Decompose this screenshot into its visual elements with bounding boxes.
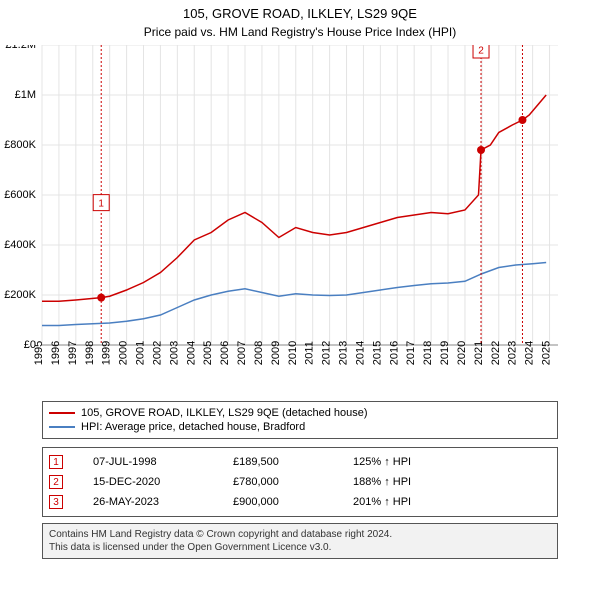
svg-text:2013: 2013 bbox=[338, 341, 350, 365]
svg-text:2010: 2010 bbox=[287, 341, 299, 365]
sale-marker-badge: 3 bbox=[49, 495, 63, 509]
svg-text:£200K: £200K bbox=[4, 289, 36, 301]
svg-text:2018: 2018 bbox=[422, 341, 434, 365]
svg-text:2006: 2006 bbox=[219, 341, 231, 365]
sale-hpi: 125% ↑ HPI bbox=[353, 456, 551, 468]
sale-marker-badge: 1 bbox=[49, 455, 63, 469]
sale-date: 07-JUL-1998 bbox=[93, 456, 233, 468]
legend-label: HPI: Average price, detached house, Brad… bbox=[81, 421, 305, 433]
sale-date: 26-MAY-2023 bbox=[93, 496, 233, 508]
legend-swatch bbox=[49, 426, 75, 428]
svg-text:£600K: £600K bbox=[4, 189, 36, 201]
svg-text:2: 2 bbox=[478, 46, 484, 57]
svg-text:2002: 2002 bbox=[151, 341, 163, 365]
legend-swatch bbox=[49, 412, 75, 414]
svg-text:2012: 2012 bbox=[321, 341, 333, 365]
svg-text:£1.2M: £1.2M bbox=[5, 45, 36, 51]
sale-price: £189,500 bbox=[233, 456, 353, 468]
attribution-line1: Contains HM Land Registry data © Crown c… bbox=[49, 528, 551, 541]
sale-row: 3 26-MAY-2023£900,000201% ↑ HPI bbox=[43, 492, 557, 512]
sale-hpi: 188% ↑ HPI bbox=[353, 476, 551, 488]
svg-text:1: 1 bbox=[98, 198, 104, 209]
svg-text:2020: 2020 bbox=[456, 341, 468, 365]
svg-text:1997: 1997 bbox=[67, 341, 79, 365]
svg-text:1998: 1998 bbox=[84, 341, 96, 365]
svg-text:2016: 2016 bbox=[388, 341, 400, 365]
svg-text:2003: 2003 bbox=[168, 341, 180, 365]
svg-text:2009: 2009 bbox=[270, 341, 282, 365]
attribution-line2: This data is licensed under the Open Gov… bbox=[49, 541, 551, 554]
svg-text:2022: 2022 bbox=[490, 341, 502, 365]
legend-label: 105, GROVE ROAD, ILKLEY, LS29 9QE (detac… bbox=[81, 407, 368, 419]
svg-text:£1M: £1M bbox=[15, 89, 36, 101]
sale-price: £780,000 bbox=[233, 476, 353, 488]
sale-row: 1 07-JUL-1998£189,500125% ↑ HPI bbox=[43, 452, 557, 472]
sales-table: 1 07-JUL-1998£189,500125% ↑ HPI 2 15-DEC-20… bbox=[42, 447, 558, 517]
sale-date: 15-DEC-2020 bbox=[93, 476, 233, 488]
svg-text:2007: 2007 bbox=[236, 341, 248, 365]
chart-area: £0£200K£400K£600K£800K£1M£1.2M1995199619… bbox=[0, 45, 600, 395]
svg-text:2001: 2001 bbox=[135, 341, 147, 365]
chart-container: 105, GROVE ROAD, ILKLEY, LS29 9QE Price … bbox=[0, 0, 600, 590]
svg-text:£400K: £400K bbox=[4, 239, 36, 251]
svg-text:1999: 1999 bbox=[101, 341, 113, 365]
attribution: Contains HM Land Registry data © Crown c… bbox=[42, 523, 558, 559]
svg-text:2004: 2004 bbox=[185, 341, 197, 365]
svg-text:2024: 2024 bbox=[524, 341, 536, 365]
sale-price: £900,000 bbox=[233, 496, 353, 508]
svg-text:2021: 2021 bbox=[473, 341, 485, 365]
svg-text:2023: 2023 bbox=[507, 341, 519, 365]
svg-text:2019: 2019 bbox=[439, 341, 451, 365]
svg-text:2017: 2017 bbox=[405, 341, 417, 365]
svg-text:2000: 2000 bbox=[118, 341, 130, 365]
svg-text:£800K: £800K bbox=[4, 139, 36, 151]
svg-text:2015: 2015 bbox=[371, 341, 383, 365]
legend-item: 105, GROVE ROAD, ILKLEY, LS29 9QE (detac… bbox=[49, 406, 551, 420]
legend-item: HPI: Average price, detached house, Brad… bbox=[49, 420, 551, 434]
sale-marker-badge: 2 bbox=[49, 475, 63, 489]
svg-text:1996: 1996 bbox=[50, 341, 62, 365]
legend: 105, GROVE ROAD, ILKLEY, LS29 9QE (detac… bbox=[42, 401, 558, 439]
chart-subtitle: Price paid vs. HM Land Registry's House … bbox=[0, 21, 600, 45]
svg-text:2025: 2025 bbox=[541, 341, 553, 365]
svg-text:2008: 2008 bbox=[253, 341, 265, 365]
svg-text:2011: 2011 bbox=[304, 341, 316, 365]
svg-text:2014: 2014 bbox=[354, 341, 366, 365]
sale-row: 2 15-DEC-2020£780,000188% ↑ HPI bbox=[43, 472, 557, 492]
sale-hpi: 201% ↑ HPI bbox=[353, 496, 551, 508]
chart-title: 105, GROVE ROAD, ILKLEY, LS29 9QE bbox=[0, 0, 600, 21]
svg-text:2005: 2005 bbox=[202, 341, 214, 365]
svg-text:1995: 1995 bbox=[33, 341, 45, 365]
chart-svg: £0£200K£400K£600K£800K£1M£1.2M1995199619… bbox=[0, 45, 600, 395]
